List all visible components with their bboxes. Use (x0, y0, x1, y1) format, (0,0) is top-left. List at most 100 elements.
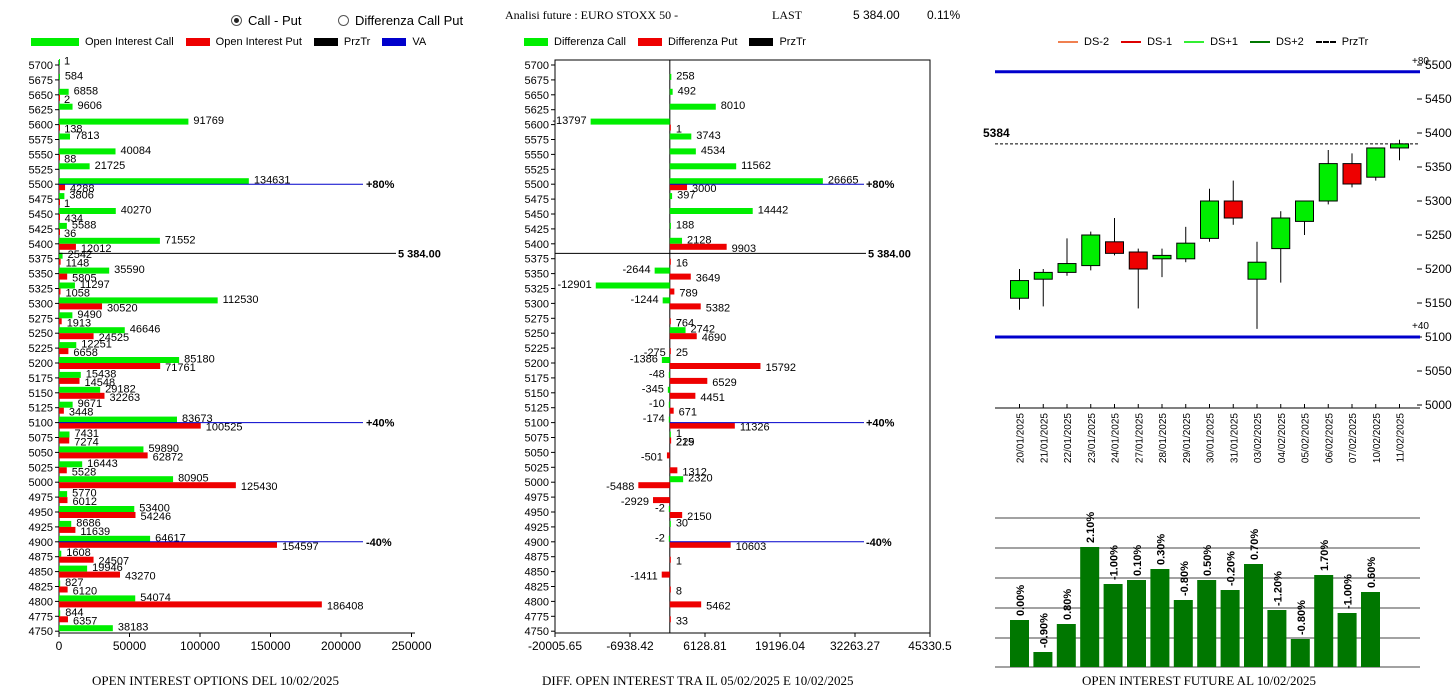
oi-call-value: 7813 (75, 130, 99, 142)
diff-strike-label: 5325 (525, 284, 549, 296)
legend-ds-m2-label: DS-2 (1084, 36, 1110, 48)
diff-put-bar (669, 318, 671, 325)
legend-diff-put-label: Differenza Put (667, 36, 738, 48)
oi-put-value: 2 (64, 94, 70, 106)
diff-call-bar (669, 327, 686, 334)
cs-candle (1057, 263, 1077, 273)
diff-va-label: -40% (866, 537, 892, 549)
oi-call-bar (59, 342, 77, 349)
diff-x-tick-label: 32263.27 (830, 639, 880, 653)
oi-put-bar (59, 228, 60, 235)
radio-call-put[interactable]: Call - Put (231, 13, 301, 28)
oi-call-value: 54074 (140, 592, 171, 604)
legend-przTr-label: PrzTr (343, 36, 371, 48)
oi-call-bar (59, 59, 60, 65)
diff-call-bar (669, 88, 673, 95)
oi-call-value: 35590 (114, 264, 145, 276)
oi-call-value: 584 (65, 70, 83, 82)
diff-put-bar (669, 601, 702, 608)
oi-put-value: 12012 (81, 243, 112, 255)
diff-put-bar (669, 422, 735, 429)
diff-va-label: +40% (866, 418, 895, 430)
oi-put-value: 138 (64, 124, 82, 136)
diff-put-bar (669, 363, 761, 369)
diff-put-value: -1411 (630, 571, 657, 583)
oi-call-bar (59, 73, 60, 80)
cs-date-label: 24/01/2025 (1111, 413, 1122, 463)
legend-ds-p1-label: DS+1 (1210, 36, 1238, 48)
diff-strike-label: 5025 (525, 462, 549, 474)
diff-call-value: 2742 (691, 324, 715, 336)
diff-strike-label: 5450 (525, 209, 549, 221)
cs-y-tick-label: 5150 (1425, 296, 1452, 310)
oi-call-bar (59, 282, 75, 289)
oi-call-bar (59, 386, 101, 393)
oi-strike-label: 5075 (29, 433, 53, 445)
diff-put-value: 8 (676, 586, 682, 598)
oi-call-value: 15438 (86, 368, 117, 380)
diff-x-tick-label: 45330.5 (908, 639, 952, 653)
oif-bar (1173, 600, 1193, 667)
cs-y-tick-label: 5250 (1425, 228, 1452, 242)
oi-put-value: 6120 (73, 586, 97, 598)
diff-call-value: -174 (643, 413, 665, 425)
diff-put-value: 2150 (687, 511, 711, 523)
oi-call-bar (59, 237, 160, 244)
diff-call-bar (662, 297, 670, 304)
oi-strike-label: 5450 (29, 209, 53, 221)
oif-bar-label: -0.80% (1179, 561, 1191, 596)
diff-put-value: 3000 (692, 183, 716, 195)
diff-put-value: 1 (676, 556, 682, 568)
cs-candle (1081, 234, 1101, 267)
diff-put-bar (666, 452, 670, 459)
cs-candle (1176, 242, 1196, 260)
oi-put-bar (59, 497, 68, 504)
legend-oi-put-label: Open Interest Put (215, 36, 302, 48)
diff-put-bar (669, 392, 696, 399)
diff-put-value: 9903 (732, 243, 756, 255)
oi-call-bar (59, 208, 116, 214)
oi-strike-label: 4850 (29, 567, 53, 579)
oi-call-bar (59, 535, 151, 542)
oi-put-value: 71761 (165, 362, 196, 374)
diff-call-value: -1386 (630, 354, 658, 366)
oi-va-label: -40% (366, 537, 392, 549)
diff-strike-label: 5100 (525, 418, 549, 430)
oi-strike-label: 4950 (29, 507, 53, 519)
diff-call-bar (669, 208, 753, 214)
diff-call-bar (669, 222, 671, 229)
oif-bar (1033, 652, 1053, 667)
oi-strike-label: 5400 (29, 239, 53, 251)
diff-strike-label: 4800 (525, 596, 549, 608)
cs-y-tick-label: 5050 (1425, 364, 1452, 378)
oi-call-bar (59, 446, 144, 453)
oi-put-bar (59, 437, 70, 444)
oi-strike-label: 4775 (29, 611, 53, 623)
diff-put-value: 4690 (702, 332, 726, 344)
diff-call-bar (668, 371, 670, 378)
diff-strike-label: 4950 (525, 507, 549, 519)
diff-call-value: 397 (677, 190, 695, 202)
diff-call-value: -2 (655, 532, 665, 544)
cs-y-tick-label: 5300 (1425, 194, 1452, 208)
oi-x-tick-label: 50000 (113, 639, 147, 653)
oi-call-bar (59, 506, 135, 512)
oif-bar-label: 2.10% (1085, 512, 1097, 543)
oi-call-bar (59, 193, 65, 200)
page-title: Analisi future : EURO STOXX 50 - (505, 8, 679, 22)
oi-strike-label: 4800 (29, 596, 53, 608)
oi-put-bar (59, 154, 60, 161)
oi-strike-label: 5100 (29, 418, 53, 430)
oif-bar-label: 0.80% (1062, 589, 1074, 620)
legend-diff-call: Differenza Call (524, 36, 626, 48)
oi-put-bar (59, 616, 68, 623)
oi-strike-label: 5350 (29, 269, 53, 281)
diff-put-value: -501 (641, 451, 663, 463)
oi-strike-label: 5425 (29, 224, 53, 236)
oi-call-bar (59, 520, 72, 527)
diff-call-bar (669, 73, 672, 80)
oi-call-bar (59, 461, 83, 468)
cs-candle (1342, 163, 1362, 185)
radio-differenza[interactable]: Differenza Call Put (338, 13, 463, 28)
oi-call-bar (59, 550, 62, 557)
